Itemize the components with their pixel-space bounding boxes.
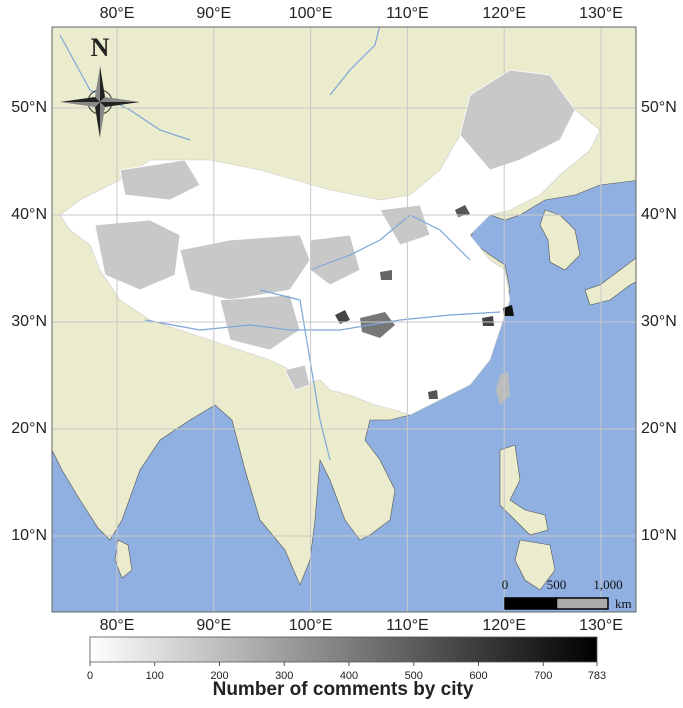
colorbar-tick-label: 783 (588, 670, 606, 682)
colorbar-ticks: 0 100 200 300 400 500 600 700 783 (87, 662, 606, 682)
lat-tick-label: 40°N (11, 206, 47, 223)
colorbar-tick-label: 500 (405, 670, 423, 682)
lon-tick-label: 110°E (386, 5, 429, 22)
city (335, 310, 350, 324)
lon-tick-label: 80°E (100, 617, 135, 634)
lon-tick-label: 130°E (579, 5, 623, 22)
city (428, 390, 438, 399)
colorbar-tick-label: 700 (534, 670, 552, 682)
lat-tick-label: 20°N (641, 420, 677, 437)
lon-tick-label: 90°E (196, 5, 231, 22)
scale-segment (504, 597, 558, 610)
japan (584, 257, 636, 306)
colorbar (89, 636, 598, 663)
high-count-cities (335, 205, 514, 405)
colorbar-tick-label: 400 (340, 670, 358, 682)
city (503, 305, 514, 316)
lat-tick-label: 30°N (11, 313, 47, 330)
river (329, 27, 381, 96)
city (482, 316, 494, 326)
city (455, 205, 470, 217)
rivers (59, 27, 501, 461)
taiwan (496, 372, 510, 405)
graticule (52, 27, 636, 612)
compass-arm (95, 102, 100, 138)
compass: N (60, 33, 140, 138)
scale-label: 500 (547, 577, 567, 592)
compass-arm (60, 97, 100, 102)
compass-arm (95, 66, 100, 102)
north-label: N (91, 33, 110, 62)
lat-tick-label: 10°N (11, 527, 47, 544)
lon-tick-label: 120°E (482, 617, 526, 634)
compass-arm (60, 102, 100, 107)
colorbar-tick-label: 0 (87, 670, 93, 682)
city (360, 312, 395, 338)
colorbar-tick-label: 100 (146, 670, 164, 682)
region (94, 219, 181, 291)
lon-tick-label: 100°E (289, 617, 333, 634)
river (259, 289, 331, 461)
lon-tick-label: 90°E (196, 617, 231, 634)
lat-tick-label: 30°N (641, 313, 677, 330)
river (309, 214, 471, 271)
compass-arm (100, 102, 105, 138)
compass-arm (100, 66, 105, 102)
river (59, 34, 191, 141)
lon-tick-label: 100°E (289, 5, 333, 22)
colorbar-tick-label: 600 (469, 670, 487, 682)
river (144, 311, 501, 331)
compass-arm (100, 97, 140, 102)
region (179, 234, 311, 301)
lon-tick-label: 130°E (579, 617, 623, 634)
scale-segment (555, 597, 609, 610)
colorbar-title: Number of comments by city (213, 679, 474, 700)
lat-tick-label: 50°N (641, 99, 677, 116)
lat-tick-label: 50°N (11, 99, 47, 116)
korea (539, 209, 581, 271)
lat-tick-label: 20°N (11, 420, 47, 437)
colorbar-tick-label: 300 (275, 670, 293, 682)
region (459, 69, 576, 171)
sri-lanka (114, 539, 133, 579)
lat-tick-label: 10°N (641, 527, 677, 544)
scale-bar: 0 500 1,000 km (502, 577, 632, 611)
map-area (52, 27, 636, 612)
scale-label: 1,000 (593, 577, 622, 592)
axis-labels: 80°E 80°E 90°E 90°E 100°E 100°E 110°E 110°E 120°… (11, 5, 677, 634)
colorbar-tick-label: 200 (210, 670, 228, 682)
compass-arm (100, 102, 140, 107)
philippines (499, 444, 556, 591)
lon-tick-label: 80°E (100, 5, 135, 22)
scale-unit: km (615, 596, 632, 611)
lon-tick-label: 110°E (386, 617, 429, 634)
region (284, 364, 311, 391)
lon-tick-label: 120°E (482, 5, 526, 22)
map-frame (51, 26, 637, 613)
region (119, 159, 201, 201)
lat-tick-label: 40°N (641, 206, 677, 223)
scale-label: 0 (502, 577, 509, 592)
city (380, 270, 392, 280)
